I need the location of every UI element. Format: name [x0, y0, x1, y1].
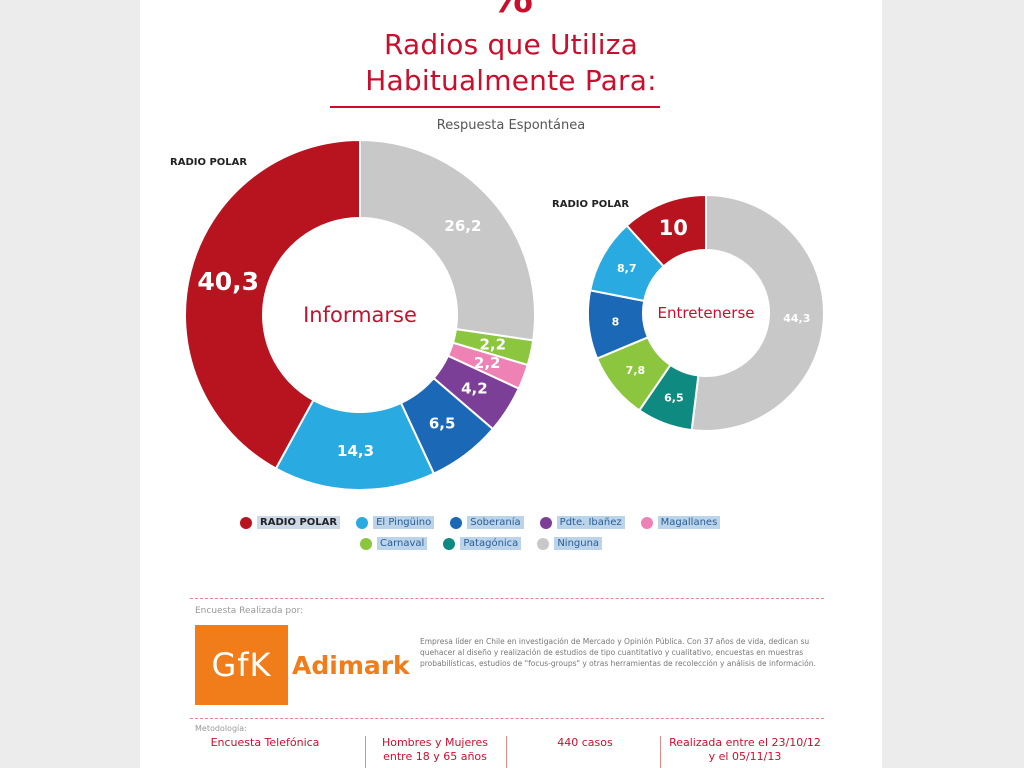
legend-swatch [450, 516, 463, 529]
slice-label: 26,2 [444, 217, 481, 235]
legend-swatch [443, 537, 456, 550]
slice-label: 2,2 [474, 354, 501, 372]
slice-label: 2,2 [479, 335, 506, 353]
slice-label: 8,7 [617, 262, 637, 275]
legend-swatch [537, 537, 550, 550]
slice-label: 7,8 [626, 364, 646, 377]
legend-row-1: RADIO POLAR El Pingüino Soberanía Pdte. Iba… [240, 516, 800, 529]
method-divider-1 [365, 736, 366, 768]
survey-by-label: Encuesta Realizada por: [195, 606, 304, 616]
legend-item: RADIO POLAR [240, 516, 341, 529]
legend-label: El Pingüino [373, 516, 435, 529]
method-divider-3 [660, 736, 661, 768]
donut-slice [690, 193, 825, 432]
divider-bottom [190, 718, 824, 719]
legend-swatch [640, 516, 653, 529]
donut-slice [359, 140, 536, 342]
legend-swatch [539, 516, 552, 529]
legend-label: RADIO POLAR [257, 516, 341, 529]
radio-polar-callout: RADIO POLAR [170, 157, 247, 168]
infographic: % Radios que Utiliza Habitualmente Para:… [140, 0, 882, 768]
method-sample: Hombres y Mujeres entre 18 y 65 años [381, 736, 489, 763]
legend-swatch [360, 537, 372, 550]
legend-row-2: Carnaval Patagónica Ninguna [240, 537, 800, 550]
legend-label: Pdte. Ibañez [556, 516, 625, 529]
legend-item: Patagónica [443, 537, 522, 550]
method-dates: Realizada entre el 23/10/12 y el 05/11/1… [669, 736, 821, 763]
legend-label: Patagónica [460, 537, 522, 550]
legend-label: Ninguna [554, 537, 603, 550]
radio-polar-callout: RADIO POLAR [552, 199, 629, 210]
subtitle: Respuesta Espontánea [436, 118, 586, 133]
donut-slice [625, 193, 707, 268]
title-line-1: Radios que Utiliza [383, 28, 639, 61]
legend-item: Pdte. Ibañez [539, 516, 625, 529]
title-underline [330, 106, 660, 108]
donut-center-label: Entretenerse [658, 304, 755, 322]
legend-item: Soberanía [450, 516, 524, 529]
slice-label: 4,2 [461, 380, 488, 398]
legend-item: Ninguna [537, 537, 603, 550]
method-cases: 440 casos [557, 736, 613, 749]
legend-item: El Pingüino [356, 516, 435, 529]
slice-label: 10 [659, 216, 688, 240]
donut-charts: 26,2 2,22,2 4,2 6,5 14,3 40,3 Informarse RADIO … [170, 140, 825, 491]
legend-label: Soberanía [467, 516, 524, 529]
donut-center-label: Informarse [303, 303, 417, 327]
company-description: Empresa líder en Chile en investigación … [420, 637, 816, 668]
slice-label: 6,5 [429, 414, 456, 432]
slice-label: 6,5 [664, 392, 684, 405]
adimark-logo-text: Adimark [292, 651, 410, 680]
legend-swatch [240, 516, 252, 529]
gfk-logo: GfK [195, 625, 288, 705]
slice-label: 40,3 [197, 267, 259, 296]
method-divider-2 [506, 736, 507, 768]
legend-label: Carnaval [377, 537, 428, 550]
methodology-label: Metodología: [195, 724, 247, 733]
legend-swatch [356, 516, 369, 529]
percent-symbol: % [140, 0, 882, 23]
donut-slice [184, 140, 361, 470]
title-line-2: Habitualmente Para: [365, 64, 657, 97]
legend: RADIO POLAR El Pingüino Soberanía Pdte. Iba… [240, 516, 800, 558]
divider-top [190, 598, 824, 599]
legend-label: Magallanes [657, 516, 721, 529]
slice-label: 8 [612, 316, 620, 329]
slice-label: 44,3 [783, 312, 810, 325]
slice-label: 14,3 [337, 442, 374, 460]
legend-item: Magallanes [640, 516, 721, 529]
legend-item: Carnaval [360, 537, 428, 550]
method-phone-survey: Encuesta Telefónica [210, 736, 320, 749]
